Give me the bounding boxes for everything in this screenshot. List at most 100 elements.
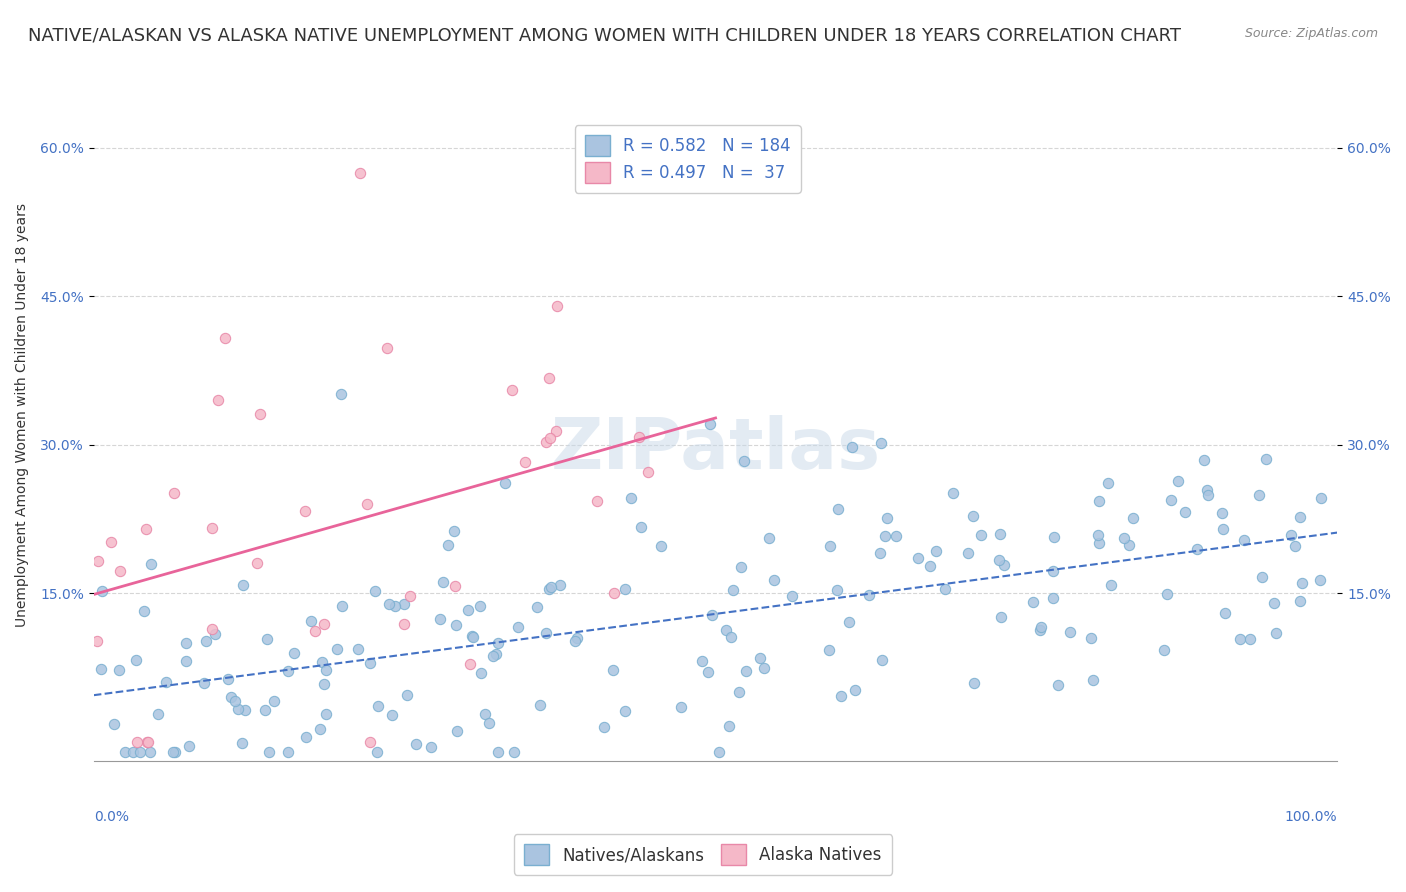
Point (311, 655, 333, 669)
Point (870, 653, 893, 667)
Point (1087, 493, 1109, 508)
Point (1097, 476, 1119, 491)
Point (728, 684, 751, 698)
Point (1153, 643, 1175, 657)
Point (1263, 596, 1285, 610)
Point (540, 580, 562, 594)
Point (195, 634, 218, 648)
Point (375, 341, 398, 355)
Point (366, 744, 388, 758)
Point (136, 734, 159, 748)
Point (844, 683, 866, 698)
Point (733, 454, 755, 468)
Point (134, 604, 156, 618)
Point (128, 744, 150, 758)
Point (700, 607, 723, 622)
Point (470, 599, 492, 614)
Point (1291, 575, 1313, 590)
Point (565, 632, 588, 646)
Point (437, 538, 460, 552)
Point (962, 508, 984, 523)
Point (485, 647, 508, 661)
Point (754, 661, 776, 675)
Point (875, 529, 897, 543)
Point (179, 739, 201, 753)
Point (502, 744, 524, 758)
Point (193, 676, 215, 690)
Point (1167, 474, 1189, 488)
Point (443, 524, 465, 538)
Point (593, 720, 616, 734)
Text: ZIPatlas: ZIPatlas (551, 415, 880, 484)
Point (444, 618, 467, 632)
Point (461, 630, 484, 644)
Point (224, 694, 246, 708)
Legend: Natives/Alaskans, Alaska Natives: Natives/Alaskans, Alaska Natives (515, 834, 891, 875)
Point (304, 624, 326, 638)
Point (176, 654, 198, 668)
Point (620, 491, 643, 505)
Point (392, 617, 415, 632)
Point (1288, 594, 1310, 608)
Point (429, 612, 451, 626)
Text: Source: ZipAtlas.com: Source: ZipAtlas.com (1244, 27, 1378, 40)
Point (546, 299, 568, 313)
Point (564, 634, 586, 648)
Point (869, 546, 891, 560)
Point (312, 677, 335, 691)
Point (86, 553, 108, 567)
Point (231, 736, 253, 750)
Point (1029, 623, 1052, 637)
Point (315, 663, 337, 677)
Point (858, 588, 880, 602)
Point (827, 502, 849, 516)
Point (478, 716, 501, 731)
Point (876, 511, 898, 525)
Point (494, 476, 516, 491)
Point (1197, 488, 1219, 502)
Point (717, 719, 740, 733)
Point (315, 707, 337, 722)
Point (114, 744, 136, 758)
Point (461, 629, 484, 643)
Text: 100.0%: 100.0% (1285, 810, 1337, 824)
Point (537, 371, 560, 385)
Point (135, 522, 157, 536)
Point (486, 744, 509, 758)
Point (720, 630, 742, 644)
Point (1122, 511, 1144, 525)
Point (359, 734, 381, 748)
Point (474, 707, 496, 722)
Point (1088, 536, 1111, 550)
Point (330, 599, 353, 613)
Point (1284, 539, 1306, 553)
Point (1309, 573, 1331, 587)
Point (1042, 591, 1064, 605)
Point (707, 744, 730, 758)
Point (993, 558, 1015, 572)
Point (146, 706, 169, 721)
Point (988, 552, 1011, 566)
Point (395, 689, 418, 703)
Point (214, 330, 236, 344)
Point (246, 556, 269, 570)
Point (1083, 673, 1105, 688)
Point (735, 664, 758, 678)
Point (86, 634, 108, 648)
Point (548, 578, 571, 592)
Point (637, 465, 659, 479)
Point (1192, 453, 1215, 467)
Point (257, 744, 280, 758)
Point (544, 424, 567, 438)
Point (356, 497, 378, 511)
Point (277, 744, 299, 758)
Point (443, 579, 465, 593)
Point (602, 663, 624, 677)
Point (1195, 483, 1218, 497)
Point (155, 675, 177, 690)
Point (730, 559, 752, 574)
Point (1211, 506, 1233, 520)
Point (349, 166, 371, 180)
Point (696, 665, 718, 679)
Point (127, 734, 149, 748)
